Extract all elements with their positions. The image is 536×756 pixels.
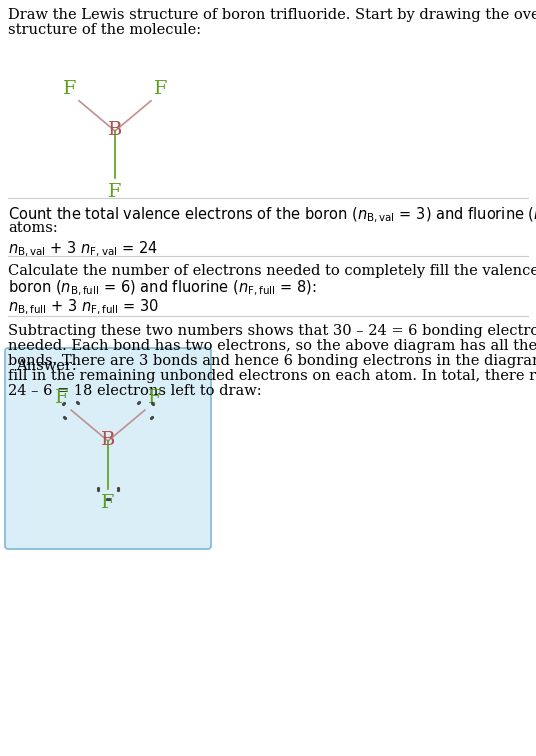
Text: F: F [55, 389, 68, 407]
Text: F: F [108, 183, 122, 201]
Text: $n_\mathrm{B,full}$ + 3 $n_\mathrm{F,full}$ = 30: $n_\mathrm{B,full}$ + 3 $n_\mathrm{F,ful… [8, 298, 159, 318]
Text: B: B [101, 431, 115, 449]
Text: $n_\mathrm{B,val}$ + 3 $n_\mathrm{F,val}$ = 24: $n_\mathrm{B,val}$ + 3 $n_\mathrm{F,val}… [8, 240, 158, 259]
FancyBboxPatch shape [5, 348, 211, 549]
Text: F: F [101, 494, 115, 512]
Text: fill in the remaining unbonded electrons on each atom. In total, there remain: fill in the remaining unbonded electrons… [8, 369, 536, 383]
Text: bonds. There are 3 bonds and hence 6 bonding electrons in the diagram. Lastly,: bonds. There are 3 bonds and hence 6 bon… [8, 354, 536, 368]
Text: Draw the Lewis structure of boron trifluoride. Start by drawing the overall: Draw the Lewis structure of boron triflu… [8, 8, 536, 22]
Text: F: F [154, 80, 168, 98]
Text: Subtracting these two numbers shows that 30 – 24 = 6 bonding electrons are: Subtracting these two numbers shows that… [8, 324, 536, 338]
Text: Count the total valence electrons of the boron ($n_\mathrm{B,val}$ = 3) and fluo: Count the total valence electrons of the… [8, 206, 536, 225]
Text: 24 – 6 = 18 electrons left to draw:: 24 – 6 = 18 electrons left to draw: [8, 384, 262, 398]
Text: atoms:: atoms: [8, 221, 58, 235]
Text: F: F [63, 80, 76, 98]
Text: structure of the molecule:: structure of the molecule: [8, 23, 201, 37]
Text: F: F [148, 389, 161, 407]
Text: B: B [108, 121, 122, 139]
Text: boron ($n_\mathrm{B,full}$ = 6) and fluorine ($n_\mathrm{F,full}$ = 8):: boron ($n_\mathrm{B,full}$ = 6) and fluo… [8, 279, 317, 299]
Text: Answer:: Answer: [16, 359, 77, 373]
Text: Calculate the number of electrons needed to completely fill the valence shells f: Calculate the number of electrons needed… [8, 264, 536, 278]
Text: needed. Each bond has two electrons, so the above diagram has all the necessary: needed. Each bond has two electrons, so … [8, 339, 536, 353]
